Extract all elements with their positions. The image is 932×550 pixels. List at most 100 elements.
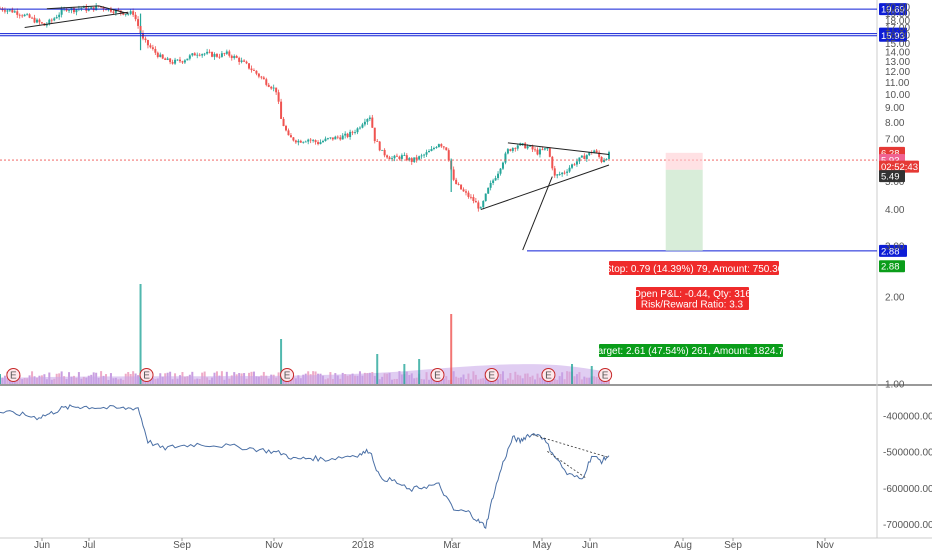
candle-body — [289, 135, 292, 138]
candle-body — [563, 172, 566, 174]
candle-body — [442, 146, 445, 148]
candle-body — [188, 55, 191, 59]
candle-body — [35, 19, 38, 23]
candle-body — [556, 174, 559, 176]
candle-body — [95, 5, 98, 11]
candle-body — [255, 70, 258, 74]
candle-body — [494, 178, 497, 181]
price-tick-label: 9.00 — [885, 103, 905, 114]
price-tick-label: 17.00 — [885, 23, 910, 34]
candle-body — [608, 152, 610, 159]
target-zone — [665, 169, 703, 251]
price-tick-label: 19.00 — [885, 9, 910, 20]
candle-body — [317, 142, 320, 145]
candle-body — [506, 149, 509, 154]
stop-label-box[interactable] — [609, 261, 779, 275]
candle-body — [447, 150, 450, 161]
time-axis[interactable]: Jun Jul Sep Nov 2018 Mar May Jun Aug Sep Nov — [34, 538, 834, 550]
earnings-marker[interactable] — [541, 368, 556, 382]
candle-body — [109, 8, 112, 12]
earnings-marker[interactable] — [598, 368, 613, 382]
earnings-marker[interactable] — [484, 368, 499, 382]
level-tag-label: 2.88 — [881, 246, 900, 257]
price-axis[interactable]: 20.0019.0018.0017.0016.0015.0014.0013.00… — [879, 3, 919, 391]
trendline — [480, 164, 610, 211]
price-tick-label: 5.00 — [885, 177, 905, 188]
candle-body — [469, 196, 472, 198]
candle-body — [363, 121, 366, 125]
time-tick-label: Sep — [724, 540, 742, 550]
candle-body — [220, 53, 223, 57]
candle-body — [178, 59, 181, 62]
candle-body — [13, 11, 16, 13]
candle-body — [132, 11, 135, 15]
indicator-tick-label: -600000.0000 — [883, 484, 932, 495]
candle-body — [245, 61, 248, 64]
candle-body — [566, 171, 569, 173]
candle-body — [415, 157, 418, 160]
earnings-marker[interactable] — [6, 368, 21, 382]
earnings-marker[interactable] — [139, 368, 154, 382]
candle-body — [460, 184, 463, 190]
candle-body — [161, 54, 164, 59]
candle-body — [351, 131, 354, 133]
candle-body — [568, 167, 571, 172]
candle-body — [58, 14, 61, 18]
candle-body — [484, 193, 487, 202]
earnings-marker-label: E — [488, 371, 495, 382]
candle-body — [159, 54, 162, 57]
price-tag-label: 6.28 — [881, 148, 900, 159]
candle-body — [16, 11, 19, 15]
earnings-marker[interactable] — [430, 368, 445, 382]
pnl-label-box[interactable] — [636, 287, 749, 310]
candle-body — [151, 47, 154, 49]
horizontal-levels: 19.6916.2015.932.88 — [0, 3, 907, 257]
candle-body — [344, 133, 347, 136]
candle-body — [405, 155, 408, 161]
position-tool[interactable]: Stop: 0.79 (14.39%) 79, Amount: 750.36 Op… — [593, 152, 790, 357]
price-tick-label: 11.00 — [885, 78, 910, 89]
candle-body — [571, 164, 574, 168]
candle-body — [418, 156, 421, 160]
price-tick-label: 8.00 — [885, 118, 905, 129]
volume-spike — [571, 364, 574, 384]
price-tick-label: 15.00 — [885, 39, 910, 50]
time-tick-label: Nov — [816, 540, 834, 550]
volume-spike — [403, 364, 406, 384]
candle-body — [467, 192, 470, 197]
candle-body — [294, 140, 297, 143]
candle-body — [181, 61, 184, 63]
candle-body — [208, 51, 211, 53]
candle-body — [425, 152, 428, 155]
candle-body — [326, 138, 329, 139]
candle-body — [524, 143, 527, 149]
candle-body — [154, 48, 157, 53]
candle-body — [487, 187, 490, 194]
earnings-marker-label: E — [10, 371, 17, 382]
candle-body — [536, 149, 539, 155]
candle-body — [452, 169, 455, 180]
candle-body — [272, 87, 275, 89]
candle-body — [598, 152, 601, 157]
target-label-box[interactable] — [599, 344, 783, 357]
candle-body — [240, 60, 243, 62]
candle-body — [164, 58, 167, 60]
candle-body — [45, 24, 48, 26]
candle-body — [191, 53, 194, 56]
candle-body — [28, 14, 31, 18]
price-tag — [879, 170, 905, 183]
earnings-marker[interactable] — [280, 368, 295, 382]
candle-body — [492, 180, 495, 183]
candle-body — [183, 60, 186, 63]
candle-body — [509, 149, 512, 151]
candle-body — [304, 141, 307, 143]
candle-body — [6, 10, 9, 12]
candle-body — [349, 131, 352, 138]
trendline — [98, 5, 129, 15]
trendline — [522, 176, 553, 251]
candle-body — [474, 201, 477, 203]
candle-body — [541, 149, 544, 151]
candle-body — [257, 73, 260, 77]
